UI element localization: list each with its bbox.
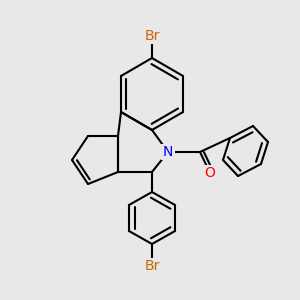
Text: O: O bbox=[205, 166, 215, 180]
Text: N: N bbox=[163, 145, 173, 159]
Text: Br: Br bbox=[144, 259, 160, 273]
Text: Br: Br bbox=[144, 29, 160, 43]
